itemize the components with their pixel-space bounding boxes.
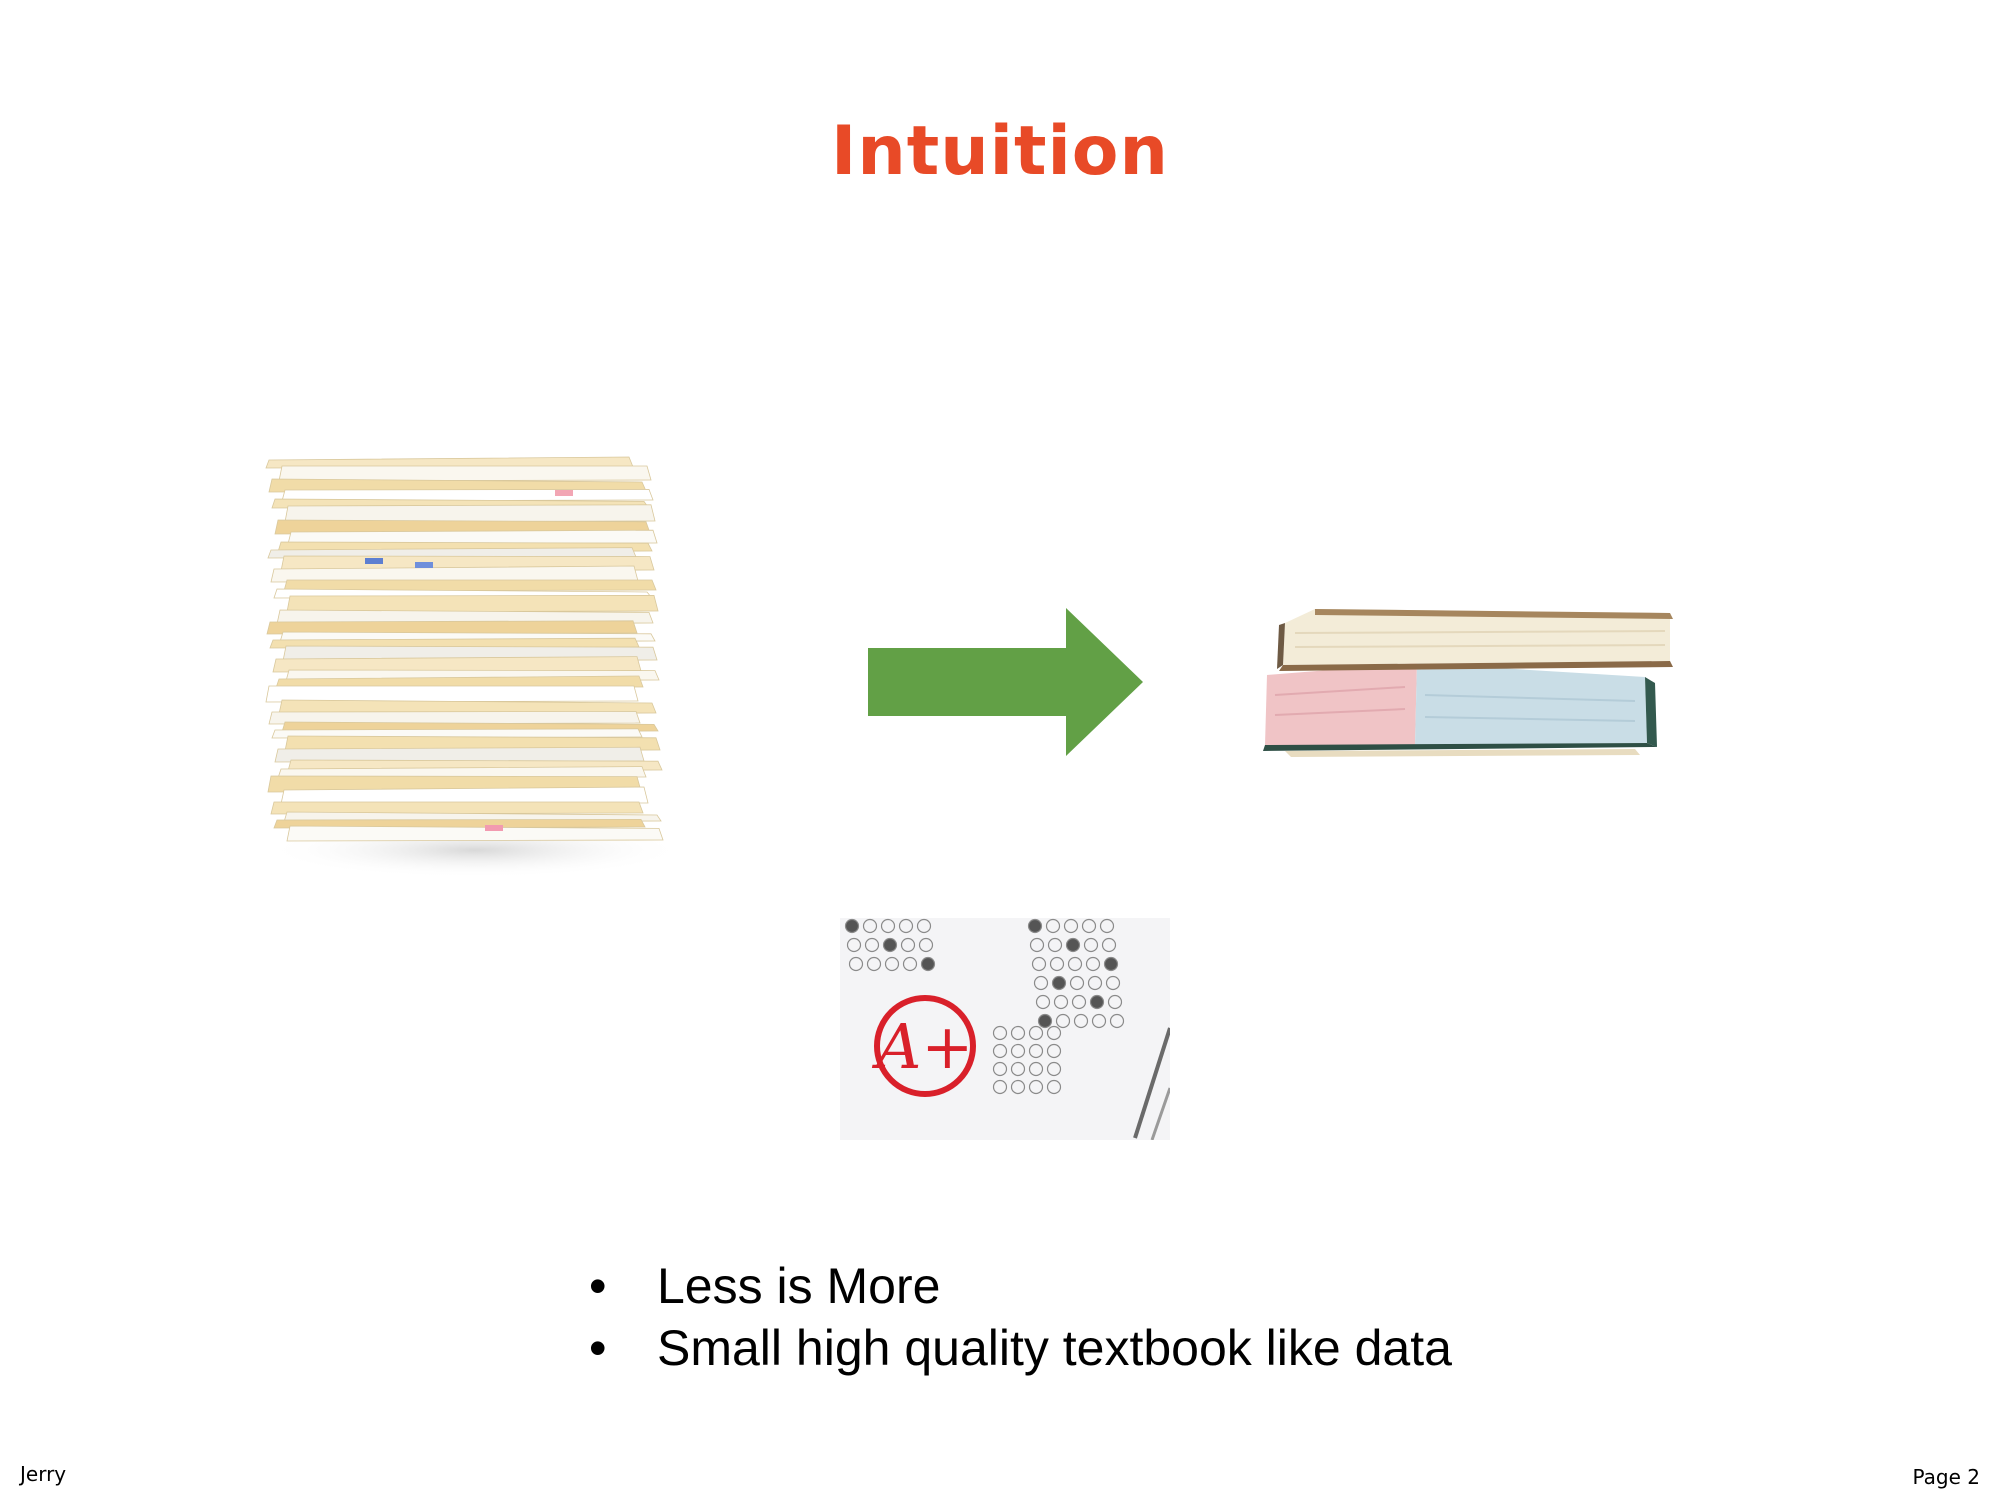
textbooks-icon	[1263, 609, 1673, 757]
bullet-item: • Less is More	[585, 1255, 1452, 1317]
answer-sheet-a-plus-icon: A+	[840, 918, 1170, 1140]
bullet-item: • Small high quality textbook like data	[585, 1317, 1452, 1379]
grade-label: A+	[872, 1010, 974, 1083]
bullet-dot: •	[589, 1258, 607, 1314]
slide-title: Intuition	[831, 112, 1169, 191]
footer-author: Jerry	[20, 1462, 67, 1486]
paper-stack-icon	[265, 456, 685, 878]
bullet-text: Small high quality textbook like data	[657, 1320, 1452, 1376]
right-arrow-icon	[868, 608, 1143, 756]
bullet-list: • Less is More • Small high quality textbo…	[585, 1255, 1452, 1379]
footer-page-number: Page 2	[1912, 1465, 1981, 1489]
bullet-dot: •	[589, 1320, 607, 1376]
bullet-text: Less is More	[657, 1258, 941, 1314]
